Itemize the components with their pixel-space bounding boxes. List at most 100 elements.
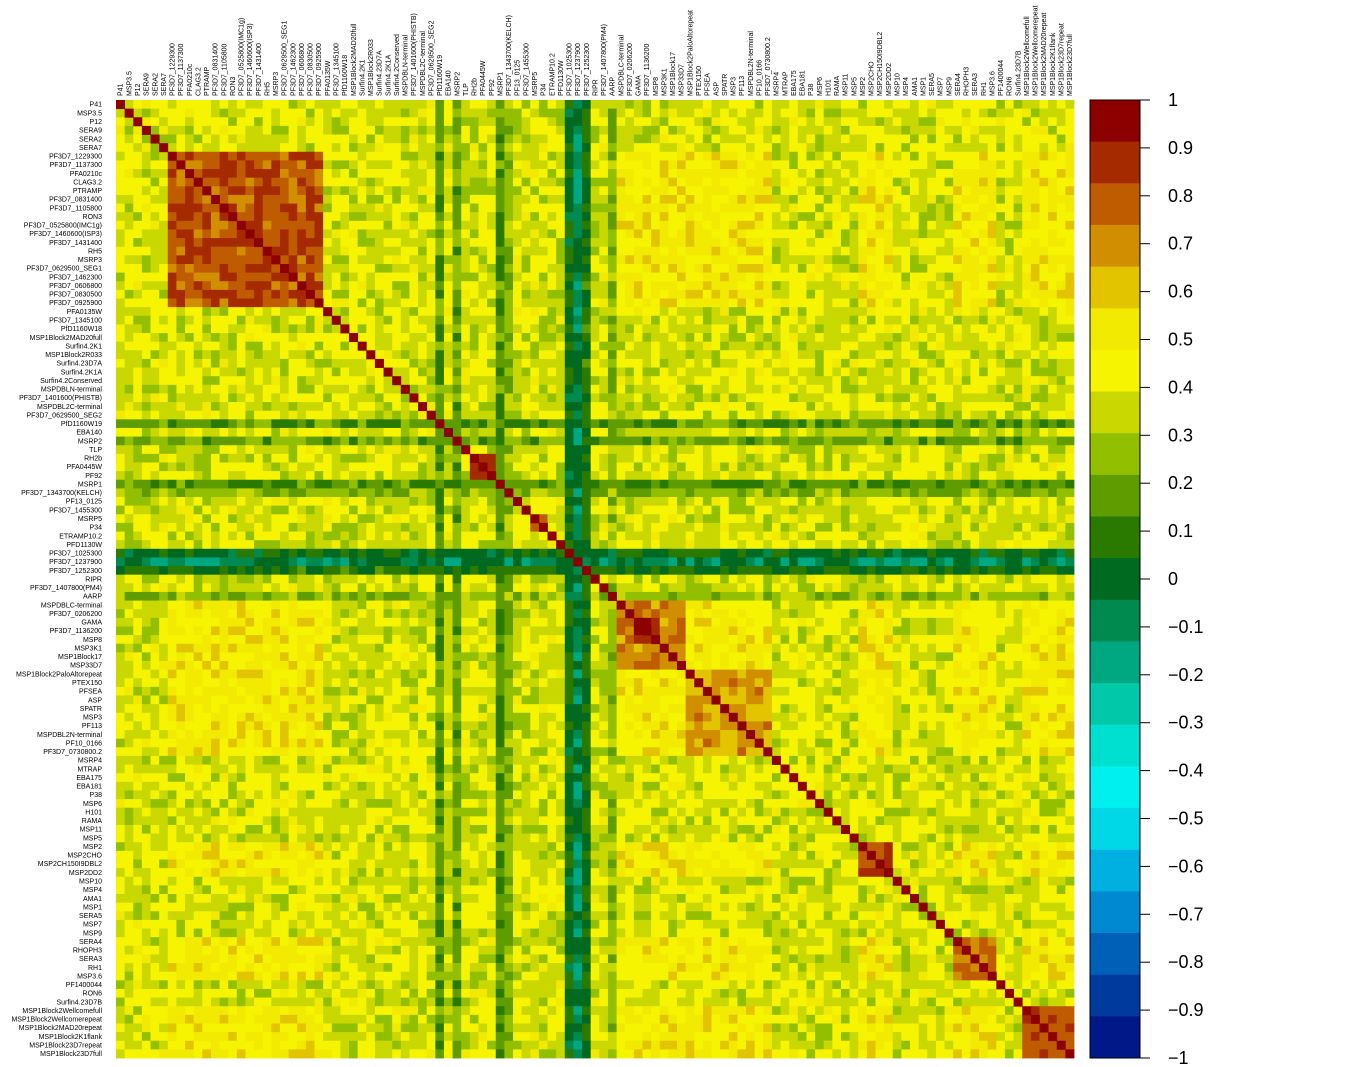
heatmap-cell [521, 393, 531, 403]
heatmap-cell [832, 160, 842, 170]
heatmap-cell [521, 350, 531, 360]
heatmap-cell [668, 445, 678, 455]
heatmap-cell [582, 350, 592, 360]
heatmap-cell [400, 479, 410, 489]
heatmap-cell [659, 341, 669, 351]
heatmap-cell [141, 462, 151, 472]
heatmap-cell [150, 186, 160, 196]
heatmap-cell [720, 143, 730, 153]
heatmap-cell [487, 341, 497, 351]
heatmap-cell [124, 488, 134, 498]
heatmap-cell [840, 160, 850, 170]
heatmap-cell [659, 229, 669, 239]
heatmap-cell [495, 315, 505, 325]
heatmap-cell [366, 169, 376, 179]
heatmap-cell [858, 453, 868, 463]
heatmap-cell [651, 117, 661, 127]
heatmap-cell [970, 445, 980, 455]
heatmap-cell [642, 376, 652, 386]
heatmap-cell [651, 203, 661, 213]
heatmap-cell [521, 367, 531, 377]
heatmap-cell [452, 151, 462, 161]
heatmap-cell [711, 453, 721, 463]
heatmap-cell [815, 151, 825, 161]
heatmap-cell [875, 298, 885, 308]
heatmap-cell [478, 350, 488, 360]
heatmap-cell [167, 169, 177, 179]
heatmap-cell [996, 186, 1006, 196]
heatmap-cell [495, 471, 505, 481]
heatmap-cell [392, 203, 402, 213]
heatmap-cell [616, 376, 626, 386]
heatmap-cell [1039, 160, 1049, 170]
heatmap-cell [858, 324, 868, 334]
heatmap-cell [711, 341, 721, 351]
heatmap-cell [443, 125, 453, 135]
heatmap-cell [495, 255, 505, 265]
heatmap-cell [676, 479, 687, 489]
heatmap-cell [1048, 281, 1058, 291]
heatmap-cell [452, 298, 462, 308]
heatmap-cell [633, 393, 643, 403]
heatmap-cell [676, 272, 687, 282]
heatmap-cell [409, 419, 419, 429]
heatmap-cell [1056, 307, 1066, 317]
heatmap-cell [970, 151, 980, 161]
heatmap-cell [607, 186, 617, 196]
heatmap-cell [1065, 246, 1075, 256]
heatmap-cell [815, 125, 825, 135]
heatmap-cell [461, 117, 471, 127]
heatmap-cell [875, 194, 885, 204]
heatmap-cell [478, 134, 488, 144]
heatmap-cell [1048, 108, 1058, 118]
heatmap-cell [495, 462, 505, 472]
heatmap-cell [884, 341, 894, 351]
heatmap-cell [599, 289, 609, 299]
heatmap-cell [279, 203, 290, 213]
heatmap-cell [651, 350, 661, 360]
heatmap-cell [625, 479, 635, 489]
heatmap-cell [737, 194, 747, 204]
heatmap-cell [556, 462, 566, 472]
heatmap-cell [944, 410, 954, 420]
heatmap-cell [1030, 341, 1040, 351]
heatmap-cell [711, 436, 721, 446]
heatmap-cell [400, 419, 410, 429]
heatmap-cell [668, 315, 678, 325]
heatmap-cell [349, 134, 359, 144]
heatmap-cell [910, 410, 920, 420]
heatmap-cell [590, 289, 600, 299]
heatmap-cell [737, 117, 747, 127]
heatmap-cell [469, 272, 479, 282]
heatmap-cell [625, 462, 635, 472]
heatmap-cell [728, 169, 738, 179]
heatmap-cell [452, 315, 462, 325]
heatmap-cell [271, 410, 281, 420]
heatmap-cell [374, 488, 384, 498]
heatmap-cell [754, 229, 764, 239]
heatmap-cell [823, 402, 833, 412]
heatmap-cell [832, 393, 842, 403]
heatmap-cell [987, 117, 997, 127]
heatmap-cell [435, 324, 445, 334]
heatmap-cell [573, 151, 583, 161]
heatmap-cell [918, 436, 928, 446]
heatmap-cell [167, 479, 177, 489]
heatmap-cell [884, 143, 894, 153]
heatmap-cell [245, 350, 255, 360]
heatmap-cell [918, 333, 928, 343]
heatmap-cell [832, 471, 842, 481]
heatmap-cell [141, 100, 151, 110]
heatmap-cell [1048, 229, 1058, 239]
heatmap-cell [124, 151, 134, 161]
heatmap-cell [987, 367, 997, 377]
heatmap-cell [970, 246, 980, 256]
heatmap-cell [331, 471, 341, 481]
heatmap-cell [314, 220, 324, 230]
heatmap-cell [944, 445, 954, 455]
heatmap-cell [763, 376, 773, 386]
heatmap-cell [1039, 238, 1049, 248]
heatmap-cell [694, 238, 704, 248]
heatmap-cell [400, 341, 410, 351]
heatmap-cell [426, 194, 436, 204]
